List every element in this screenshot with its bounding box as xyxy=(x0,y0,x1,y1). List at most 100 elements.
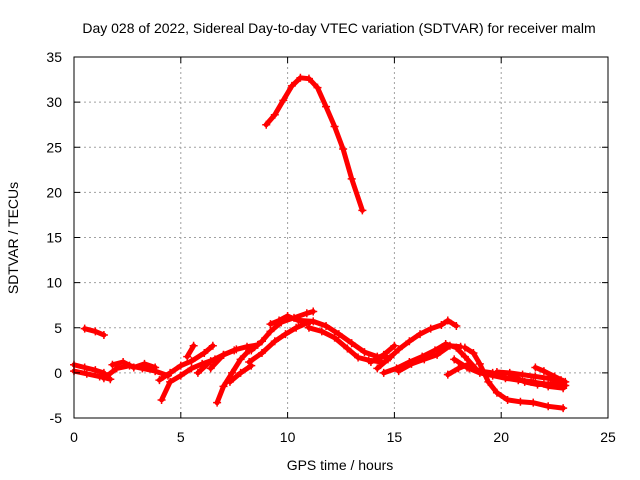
series-arc-a xyxy=(70,360,108,377)
data-point xyxy=(99,374,108,383)
data-point xyxy=(281,330,290,339)
data-point xyxy=(330,333,339,342)
data-point xyxy=(433,350,442,359)
data-point xyxy=(91,366,100,375)
series-arc-b xyxy=(80,324,108,339)
series-trace xyxy=(71,362,107,376)
data-point xyxy=(140,359,149,368)
series-arc-r xyxy=(373,316,461,373)
data-point xyxy=(187,364,196,373)
series-arc-high xyxy=(262,73,367,215)
data-point xyxy=(516,397,525,406)
y-tick-label: 25 xyxy=(46,139,62,155)
x-tick-label: 20 xyxy=(493,429,509,445)
data-point xyxy=(347,174,356,183)
data-point xyxy=(550,372,559,381)
data-point xyxy=(270,337,279,346)
data-point xyxy=(151,363,160,372)
data-point xyxy=(465,359,474,368)
data-point xyxy=(106,375,115,384)
data-point xyxy=(450,355,459,364)
data-point xyxy=(257,349,266,358)
data-point xyxy=(275,316,284,325)
data-point xyxy=(454,364,463,373)
data-point xyxy=(443,370,452,379)
data-point xyxy=(330,122,339,131)
data-point xyxy=(262,120,271,129)
data-point xyxy=(225,377,234,386)
series-arc-v xyxy=(460,343,568,413)
data-point xyxy=(559,404,568,413)
data-point xyxy=(296,73,305,82)
data-point xyxy=(443,316,452,325)
data-point xyxy=(392,364,401,373)
y-tick-label: 0 xyxy=(54,365,62,381)
data-point xyxy=(503,395,512,404)
data-point xyxy=(283,312,292,321)
data-point xyxy=(80,363,89,372)
data-point xyxy=(529,398,538,407)
data-point xyxy=(390,341,399,350)
data-point xyxy=(266,320,275,329)
y-axis-label: SDTVAR / TECUs xyxy=(5,182,21,294)
data-point xyxy=(189,341,198,350)
y-tick-label: -5 xyxy=(50,410,63,426)
data-point xyxy=(430,346,439,355)
data-point xyxy=(266,327,275,336)
series-trace xyxy=(195,347,237,376)
data-point xyxy=(236,355,245,364)
x-axis-label: GPS time / hours xyxy=(287,457,394,473)
data-point xyxy=(460,343,469,352)
data-point xyxy=(270,110,279,119)
data-point xyxy=(287,81,296,90)
series-trace xyxy=(532,365,568,385)
data-point xyxy=(339,145,348,154)
data-point xyxy=(531,372,540,381)
data-point xyxy=(460,352,469,361)
data-point xyxy=(247,346,256,355)
series-trace xyxy=(184,343,197,360)
x-tick-label: 25 xyxy=(600,429,616,445)
data-point xyxy=(507,371,516,380)
series-arc-g xyxy=(155,341,217,385)
data-point xyxy=(206,357,215,366)
data-point xyxy=(394,345,403,354)
data-point xyxy=(317,327,326,336)
data-point xyxy=(383,355,392,364)
data-point xyxy=(418,352,427,361)
chart-title: Day 028 of 2022, Sidereal Day-to-day VTE… xyxy=(82,20,595,36)
data-point xyxy=(157,395,166,404)
data-point xyxy=(492,388,501,397)
data-point xyxy=(313,83,322,92)
data-point xyxy=(245,358,254,367)
series-trace xyxy=(156,343,216,383)
grid xyxy=(74,57,608,418)
data-point xyxy=(475,359,484,368)
data-point xyxy=(236,368,245,377)
data-point xyxy=(484,377,493,386)
data-point xyxy=(129,363,138,372)
series-arc-ab xyxy=(443,359,474,379)
data-point xyxy=(243,342,252,351)
data-point xyxy=(119,358,128,367)
series-arc-l xyxy=(193,346,239,377)
y-tick-label: 30 xyxy=(46,94,62,110)
series-arc-aa xyxy=(507,371,568,389)
data-point xyxy=(469,349,478,358)
data-point xyxy=(322,321,331,330)
data-point xyxy=(544,402,553,411)
data-point xyxy=(475,367,484,376)
data-point xyxy=(257,337,266,346)
data-point xyxy=(379,368,388,377)
data-point xyxy=(176,371,185,380)
data-point xyxy=(492,367,501,376)
data-point xyxy=(219,382,228,391)
axis-ticks: 0 5 10 15 20 25 -5 0 5 10 15 20 25 30 35 xyxy=(46,49,616,445)
y-tick-label: 20 xyxy=(46,184,62,200)
data-point xyxy=(405,358,414,367)
data-point xyxy=(219,350,228,359)
data-point xyxy=(531,363,540,372)
data-point xyxy=(441,339,450,348)
data-point xyxy=(200,349,209,358)
data-point xyxy=(304,74,313,83)
